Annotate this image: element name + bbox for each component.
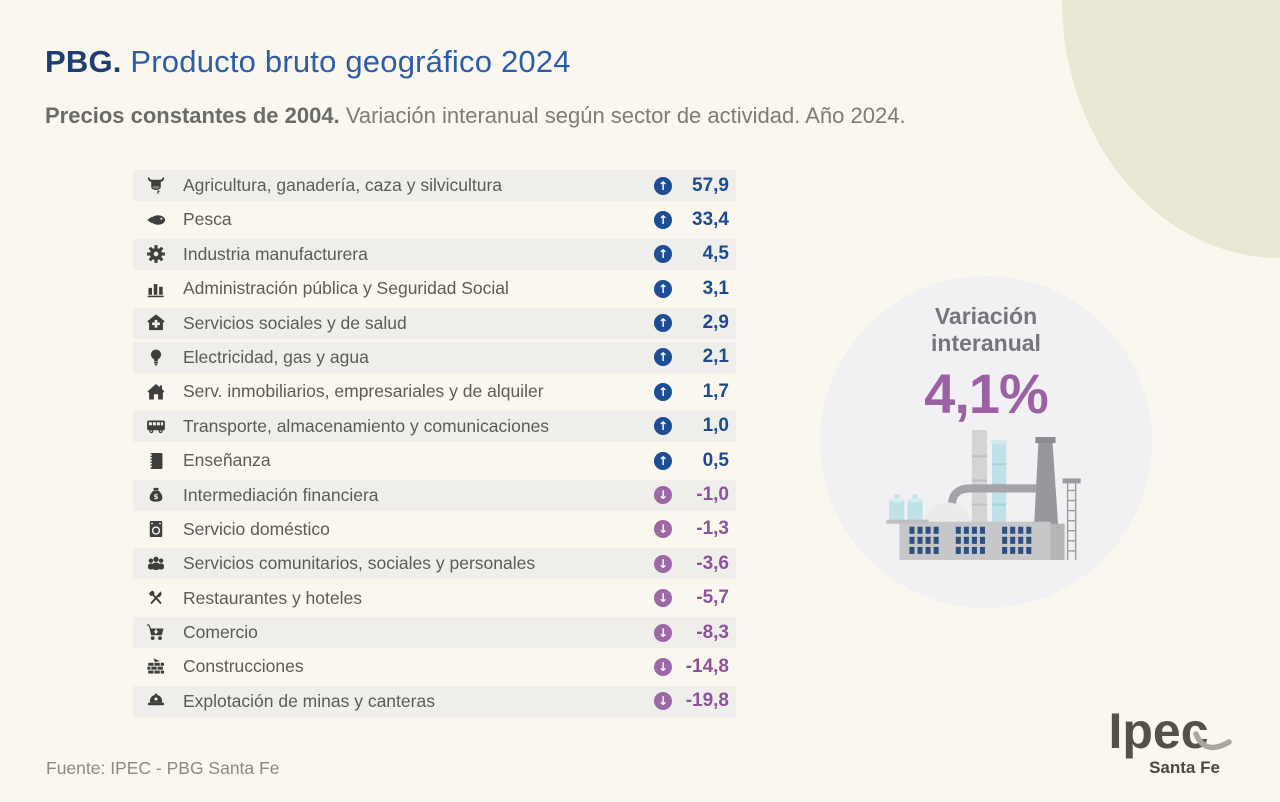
sector-label: Servicio doméstico	[183, 518, 330, 539]
subtitle-bold: Precios constantes de 2004.	[45, 103, 340, 128]
factory-illustration	[886, 430, 1081, 561]
cart-icon	[141, 623, 171, 643]
sector-row: Pesca ↑ 33,4	[133, 204, 736, 235]
sector-label: Explotación de minas y canteras	[183, 690, 435, 711]
sector-row: Explotación de minas y canteras ↓ -19,8	[133, 685, 736, 717]
sector-value: 2,1	[702, 346, 729, 368]
sector-value: -3,6	[696, 552, 729, 574]
ipec-logo-text: Ipec	[1108, 703, 1209, 759]
sector-value: 4,5	[702, 243, 729, 265]
sector-row: Servicios comunitarios, sociales y perso…	[133, 548, 736, 580]
sector-label: Servicios comunitarios, sociales y perso…	[183, 553, 536, 574]
sector-row: Administración pública y Seguridad Socia…	[133, 273, 736, 304]
beige-corner-decoration	[1062, 0, 1280, 258]
gear-icon	[141, 244, 171, 264]
summary-label: Variación interanual	[931, 303, 1041, 357]
title-rest: Producto bruto geográfico 2024	[121, 44, 571, 79]
sector-value: 1,0	[702, 415, 729, 437]
sector-value: 0,5	[702, 449, 729, 471]
sector-row: Serv. inmobiliarios, empresariales y de …	[133, 376, 736, 407]
summary-circle: Variación interanual 4,1%	[820, 276, 1152, 608]
sector-value: -1,0	[696, 484, 729, 506]
page-title: PBG. Producto bruto geográfico 2024	[45, 44, 571, 80]
trend-down-badge: ↓	[654, 589, 672, 608]
sector-value: -1,3	[696, 518, 729, 540]
sector-row: Enseñanza ↑ 0,5	[133, 445, 736, 476]
fish-icon	[141, 210, 171, 230]
trend-up-badge: ↑	[654, 176, 672, 195]
trend-up-badge: ↑	[654, 279, 672, 298]
sector-value: 1,7	[702, 380, 729, 402]
sector-row: Transporte, almacenamiento y comunicacio…	[133, 410, 736, 442]
bar-chart-icon	[141, 279, 171, 299]
trend-up-badge: ↑	[654, 382, 672, 401]
ladder-shape	[1062, 478, 1081, 561]
summary-value: 4,1%	[924, 362, 1049, 426]
trend-up-badge: ↑	[654, 348, 672, 367]
sector-label: Electricidad, gas y agua	[183, 346, 369, 367]
sector-row: Comercio ↓ -8,3	[133, 617, 736, 649]
cow-icon	[141, 176, 171, 196]
sector-label: Industria manufacturera	[183, 243, 368, 264]
bus-icon	[141, 416, 171, 436]
trend-down-badge: ↓	[654, 520, 672, 539]
sector-value: -19,8	[685, 690, 729, 712]
title-prefix: PBG.	[45, 44, 122, 79]
sector-value: -8,3	[696, 621, 729, 643]
washing-machine-icon	[141, 519, 171, 539]
source-note: Fuente: IPEC - PBG Santa Fe	[46, 758, 280, 778]
trend-up-badge: ↑	[654, 417, 672, 436]
sector-label: Transporte, almacenamiento y comunicacio…	[183, 415, 550, 436]
sector-value: 57,9	[692, 174, 729, 196]
sector-row: $ Intermediación financiera ↓ -1,0	[133, 479, 736, 511]
money-bag-icon: $	[141, 485, 171, 505]
sector-label: Comercio	[183, 622, 258, 643]
sector-row: Servicio doméstico ↓ -1,3	[133, 514, 736, 545]
sector-value: -5,7	[696, 587, 729, 609]
subtitle-rest: Variación interanual según sector de act…	[339, 103, 906, 128]
sector-row: Restaurantes y hoteles ↓ -5,7	[133, 583, 736, 614]
trend-down-badge: ↓	[654, 657, 672, 676]
health-house-icon	[141, 313, 171, 333]
sector-value: 3,1	[702, 277, 729, 299]
sector-row: Industria manufacturera ↑ 4,5	[133, 238, 736, 270]
sector-label: Agricultura, ganadería, caza y silvicult…	[183, 175, 503, 195]
sector-label: Construcciones	[183, 656, 304, 677]
notebook-icon	[141, 451, 171, 471]
ipec-logo: Ipec Santa Fe	[1098, 706, 1243, 778]
sector-row: Electricidad, gas y agua ↑ 2,1	[133, 341, 736, 373]
sector-value: 33,4	[692, 208, 729, 230]
trend-down-badge: ↓	[654, 486, 672, 505]
people-icon	[141, 554, 171, 574]
sector-label: Restaurantes y hoteles	[183, 587, 362, 608]
cutlery-icon	[141, 588, 171, 608]
sector-label: Administración pública y Seguridad Socia…	[183, 278, 509, 299]
sector-row: Agricultura, ganadería, caza y silvicult…	[133, 170, 736, 201]
svg-text:$: $	[153, 492, 158, 501]
trend-down-badge: ↓	[654, 554, 672, 573]
bricks-icon	[141, 657, 171, 677]
sector-label: Intermediación financiera	[183, 484, 379, 505]
trend-up-badge: ↑	[654, 210, 672, 229]
sector-row: Servicios sociales y de salud ↑ 2,9	[133, 307, 736, 339]
sector-label: Serv. inmobiliarios, empresariales y de …	[183, 381, 544, 402]
trend-down-badge: ↓	[654, 623, 672, 642]
trend-down-badge: ↓	[654, 692, 672, 711]
logo-swoosh-icon	[1192, 731, 1232, 751]
lightbulb-icon	[141, 347, 171, 367]
sector-label: Enseñanza	[183, 450, 271, 471]
sector-value: -14,8	[685, 655, 729, 677]
sector-label: Pesca	[183, 209, 232, 230]
sector-label: Servicios sociales y de salud	[183, 312, 407, 333]
sector-row: Construcciones ↓ -14,8	[133, 651, 736, 682]
sector-value: 2,9	[702, 312, 729, 334]
trend-up-badge: ↑	[654, 245, 672, 264]
trend-up-badge: ↑	[654, 451, 672, 470]
sector-list: Agricultura, ganadería, caza y silvicult…	[133, 170, 736, 720]
trend-up-badge: ↑	[654, 314, 672, 333]
ipec-logo-region: Santa Fe	[1149, 758, 1220, 777]
mining-helmet-icon	[141, 691, 171, 711]
house-icon	[141, 382, 171, 402]
page-subtitle: Precios constantes de 2004. Variación in…	[45, 103, 906, 129]
